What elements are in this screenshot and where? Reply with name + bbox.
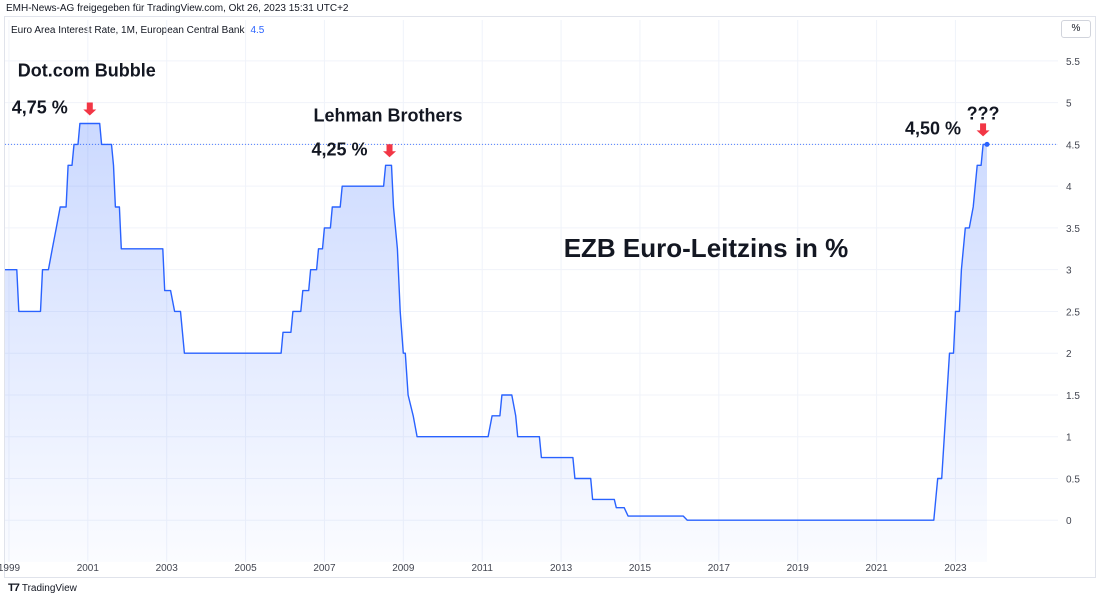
chart-title: EZB Euro-Leitzins in % [564, 233, 849, 263]
x-tick-label: 2019 [787, 563, 810, 574]
annotations: 4,75 % Dot.com Bubble 4,25 % Lehman Brother… [12, 61, 1000, 160]
series-line [5, 122, 990, 521]
series-area-fill [5, 123, 987, 562]
annotation-value: 4,50 % [905, 118, 961, 138]
chart-frame [4, 16, 1096, 578]
brand-label: TradingView [21, 583, 77, 594]
x-tick-label: 2023 [944, 563, 967, 574]
down-arrow-icon [383, 144, 397, 158]
series-area [5, 123, 987, 562]
y-tick-label: 0.5 [1066, 474, 1080, 485]
tradingview-logo-icon: T7 [8, 582, 20, 594]
x-tick-label: 2001 [77, 563, 100, 574]
series-line-path [5, 122, 987, 521]
annotation-title: ??? [967, 103, 1000, 123]
y-tick-label: 2 [1066, 349, 1072, 360]
x-tick-label: 2017 [708, 563, 731, 574]
y-tick-label: 2.5 [1066, 307, 1080, 318]
annotation-value: 4,25 % [311, 139, 367, 159]
publish-caption: EMH-News-AG freigegeben für TradingView.… [6, 3, 349, 14]
last-point-marker [984, 141, 990, 147]
symbol-name: Euro Area Interest Rate, 1M, European Ce… [11, 25, 245, 36]
down-arrow-icon [976, 123, 990, 137]
annotation-title: Dot.com Bubble [18, 61, 156, 81]
y-tick-label: 1.5 [1066, 391, 1080, 402]
x-tick-label: 2003 [156, 563, 179, 574]
y-axis: 0 0.5 1 1.5 2 2.5 3 3.5 4 4.5 5 5.5 [1066, 57, 1080, 527]
y-tick-label: 1 [1066, 433, 1072, 444]
y-tick-label: 4.5 [1066, 140, 1080, 151]
x-tick-label: 2015 [629, 563, 652, 574]
down-arrow-icon [83, 102, 97, 116]
x-tick-label: 2007 [313, 563, 336, 574]
annotation-value: 4,75 % [12, 98, 68, 118]
annotation-title: Lehman Brothers [314, 105, 463, 125]
unit-toggle-button[interactable]: % [1061, 20, 1091, 38]
y-tick-label: 3.5 [1066, 224, 1080, 235]
x-axis: 1999 2001 2003 2005 2007 2009 2011 2013 2015 2017… [0, 563, 967, 574]
x-tick-label: 2021 [865, 563, 888, 574]
y-tick-label: 5.5 [1066, 57, 1080, 68]
x-tick-label: 2005 [234, 563, 257, 574]
x-tick-label: 2013 [550, 563, 573, 574]
annotation-current: 4,50 %??? [905, 103, 1000, 138]
tradingview-brand[interactable]: T7 TradingView [8, 582, 77, 594]
y-tick-label: 3 [1066, 266, 1072, 277]
symbol-legend[interactable]: Euro Area Interest Rate, 1M, European Ce… [11, 25, 264, 36]
x-tick-label: 2009 [392, 563, 415, 574]
x-tick-label: 1999 [0, 563, 21, 574]
annotation-lehman: 4,25 % Lehman Brothers [311, 105, 462, 159]
symbol-last-value: 4.5 [250, 25, 265, 36]
y-tick-label: 0 [1066, 516, 1072, 527]
annotation-dotcom: 4,75 % Dot.com Bubble [12, 61, 156, 118]
y-tick-label: 5 [1066, 99, 1072, 110]
y-tick-label: 4 [1066, 182, 1072, 193]
x-tick-label: 2011 [471, 563, 493, 574]
